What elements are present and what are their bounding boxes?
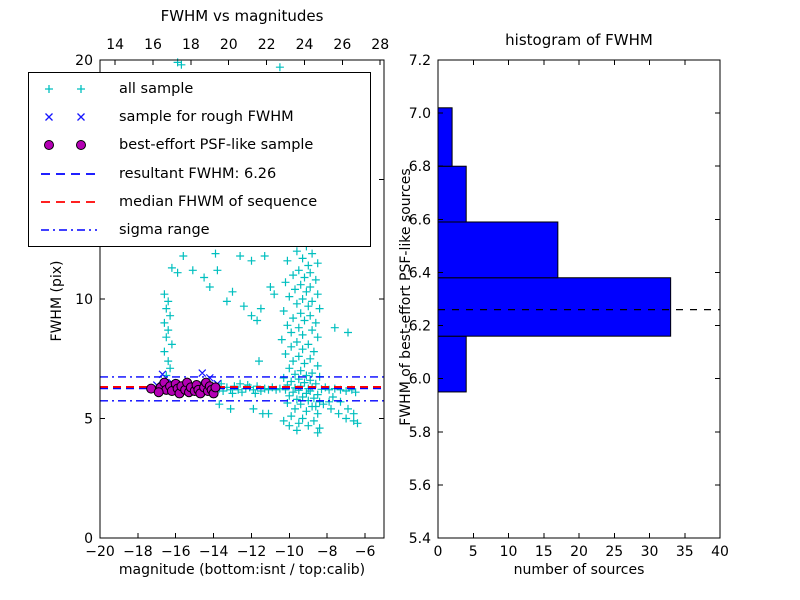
legend-item-2: best-effort PSF-like sample — [39, 132, 370, 159]
left-plot-frame — [99, 59, 385, 539]
legend-item-0: all sample — [39, 76, 370, 103]
legend-item-label: best-effort PSF-like sample — [119, 137, 314, 154]
hist-y-tick-label: 6.2 — [409, 319, 431, 335]
legend-item-1: sample for rough FWHM — [39, 104, 370, 131]
histogram-bar — [437, 277, 672, 337]
x-tick-label-bottom: −14 — [199, 544, 229, 560]
right-plot-ylabel: FWHM of best-effort PSF-like sources — [398, 168, 414, 426]
x-marker-icon — [45, 113, 85, 122]
x-tick-label-bottom: −6 — [355, 544, 376, 560]
legend-box: all sample sample for rough FWHM best-effo… — [28, 72, 371, 247]
histogram-bar — [437, 165, 467, 223]
hist-x-tick-label: 15 — [535, 544, 553, 560]
histogram-bar — [437, 221, 559, 279]
hist-y-tick-label: 5.6 — [409, 478, 431, 494]
psf-sample-point — [210, 382, 221, 393]
hist-y-tick-label: 7.0 — [409, 106, 431, 122]
circle-marker-icon — [44, 140, 86, 151]
y-tick-label: 5 — [84, 412, 93, 428]
dashdot-marker-icon — [41, 229, 97, 231]
hist-y-tick-label: 6.0 — [409, 372, 431, 388]
hist-x-tick-label: 30 — [641, 544, 659, 560]
histogram-bar — [437, 335, 467, 393]
legend-item-label: all sample — [119, 81, 194, 98]
right-plot-xlabel: number of sources — [513, 562, 645, 578]
dashed-marker-icon — [41, 200, 97, 203]
y-tick-label: 0 — [84, 531, 93, 547]
hist-x-tick-label: 20 — [570, 544, 588, 560]
hist-y-tick-label: 5.8 — [409, 425, 431, 441]
plus-marker-icon — [45, 85, 85, 94]
legend-item-label: sigma range — [119, 221, 210, 238]
legend-item-label: median FHWM of sequence — [119, 193, 318, 210]
right-plot-title: histogram of FWHM — [505, 31, 653, 49]
x-tick-label-bottom: −18 — [123, 544, 153, 560]
hist-x-tick-label: 5 — [469, 544, 478, 560]
x-tick-label-top: 22 — [258, 37, 276, 53]
x-tick-label-top: 14 — [106, 37, 124, 53]
x-tick-label-bottom: −10 — [275, 544, 305, 560]
dashed-marker-icon — [41, 172, 97, 175]
hist-y-tick-label: 6.6 — [409, 212, 431, 228]
legend-item-4: median FHWM of sequence — [39, 188, 370, 215]
hist-y-tick-label: 6.8 — [409, 159, 431, 175]
hist-y-tick-label: 7.2 — [409, 53, 431, 69]
x-tick-label-top: 18 — [182, 37, 200, 53]
psf-sample-point — [153, 387, 164, 398]
x-tick-label-top: 28 — [371, 37, 389, 53]
y-tick-label: 10 — [75, 292, 93, 308]
x-tick-label-top: 20 — [220, 37, 238, 53]
x-tick-label-top: 26 — [333, 37, 351, 53]
hist-x-tick-label: 0 — [434, 544, 443, 560]
legend-item-label: resultant FWHM: 6.26 — [119, 165, 277, 182]
legend-item-5: sigma range — [39, 216, 370, 243]
left-plot-ylabel: FWHM (pix) — [49, 260, 65, 342]
x-tick-label-top: 16 — [144, 37, 162, 53]
x-tick-label-bottom: −16 — [161, 544, 191, 560]
hist-y-tick-label: 6.4 — [409, 265, 431, 281]
legend-item-label: sample for rough FWHM — [119, 109, 294, 126]
x-tick-label-bottom: −12 — [237, 544, 267, 560]
histogram-bar — [437, 107, 453, 167]
left-plot-title: FWHM vs magnitudes — [160, 7, 324, 25]
hist-x-tick-label: 10 — [500, 544, 518, 560]
y-tick-label: 20 — [75, 53, 93, 69]
hist-x-tick-label: 40 — [711, 544, 729, 560]
x-tick-label-top: 24 — [296, 37, 314, 53]
hist-x-tick-label: 25 — [605, 544, 623, 560]
hist-y-tick-label: 5.4 — [409, 531, 431, 547]
x-tick-label-bottom: −8 — [317, 544, 338, 560]
x-tick-label-bottom: −20 — [85, 544, 115, 560]
legend-item-3: resultant FWHM: 6.26 — [39, 160, 370, 187]
left-plot-xlabel: magnitude (bottom:isnt / top:calib) — [118, 562, 366, 578]
hist-x-tick-label: 35 — [676, 544, 694, 560]
right-plot-frame — [437, 59, 721, 539]
